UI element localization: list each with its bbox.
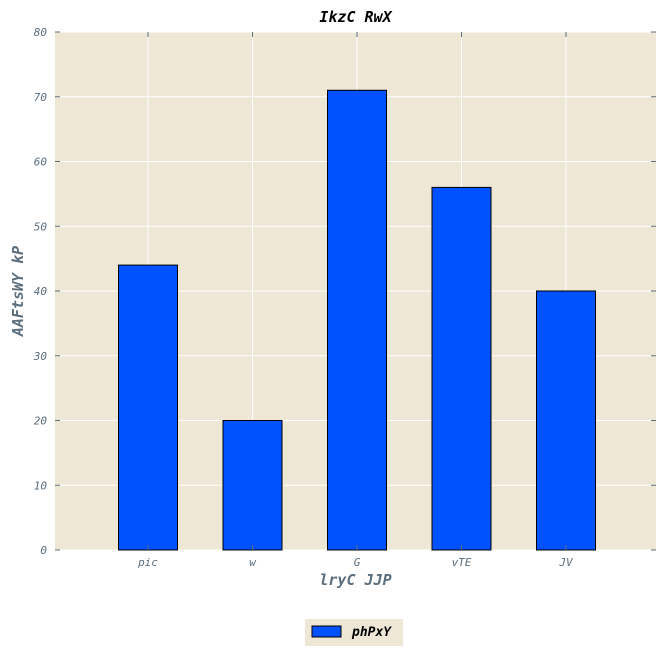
y-tick-label: 40 bbox=[34, 285, 48, 298]
y-tick-label: 0 bbox=[40, 544, 47, 557]
bar bbox=[431, 186, 492, 551]
y-tick-label: 20 bbox=[34, 415, 48, 428]
legend-swatch bbox=[311, 625, 342, 638]
y-axis-label: AAFtsWY kP bbox=[9, 246, 27, 337]
x-tick-label: w bbox=[249, 556, 257, 569]
x-tick-label: JV bbox=[558, 556, 574, 569]
x-axis-label: lryC JJP bbox=[319, 571, 391, 589]
y-axis-ticks: 0 10 20 30 40 50 60 70 80 bbox=[33, 26, 656, 557]
x-tick-label: vTE bbox=[452, 556, 472, 569]
x-tick-label: pic bbox=[137, 556, 158, 569]
y-tick-label: 80 bbox=[34, 26, 48, 39]
bar bbox=[118, 264, 178, 551]
legend-label: phPxY bbox=[351, 625, 392, 640]
y-tick-label: 50 bbox=[34, 220, 48, 233]
bars bbox=[118, 89, 596, 551]
x-tick-label: G bbox=[354, 556, 361, 569]
bar bbox=[327, 89, 387, 551]
legend: phPxY bbox=[305, 619, 403, 646]
y-tick-label: 60 bbox=[34, 156, 48, 169]
bar bbox=[222, 420, 283, 551]
bar bbox=[536, 290, 596, 551]
y-tick-label: 70 bbox=[34, 91, 48, 104]
y-tick-label: 10 bbox=[34, 479, 48, 492]
y-tick-label: 30 bbox=[33, 350, 48, 363]
chart-title: IkzC RwX bbox=[319, 8, 392, 26]
